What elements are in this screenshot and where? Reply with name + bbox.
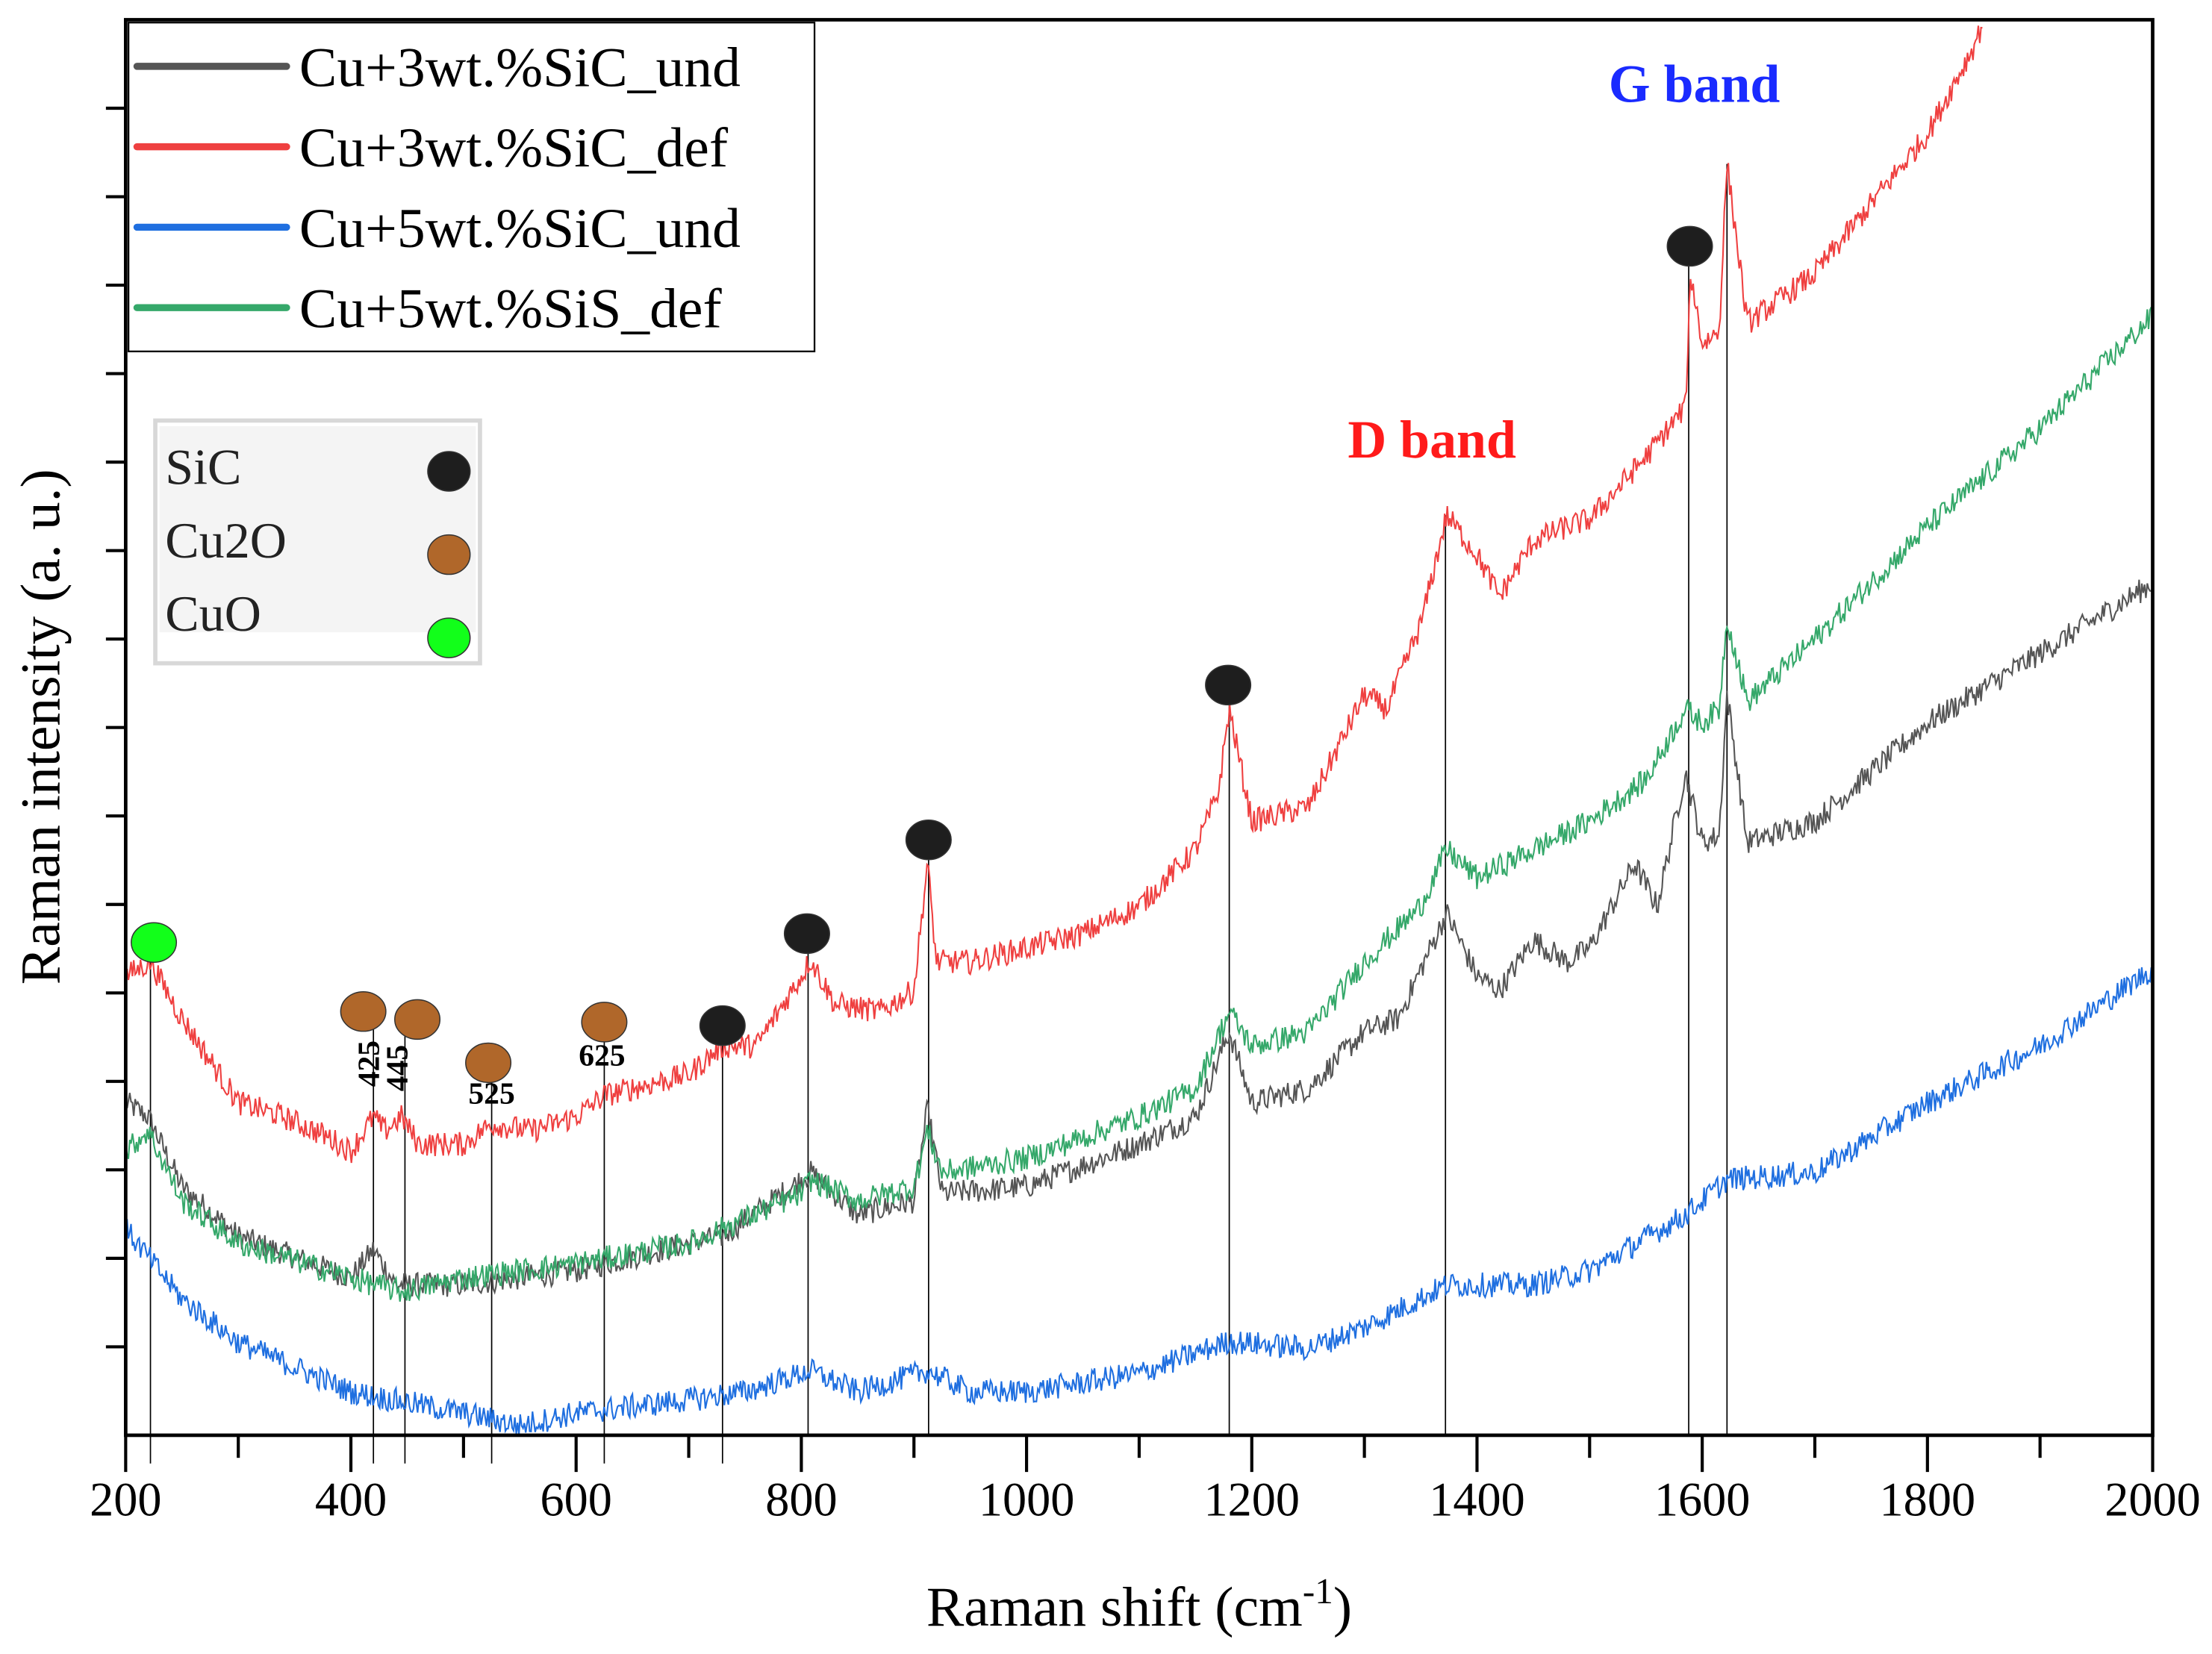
x-tick-label: 400 — [315, 1473, 387, 1526]
x-tick-label: 600 — [540, 1473, 612, 1526]
annotation-label: 525 — [468, 1076, 514, 1110]
axis-ticks — [105, 106, 2155, 1473]
phase-legend-label: CuO — [165, 585, 261, 642]
x-tick-label: 1800 — [1880, 1473, 1976, 1526]
series-lines — [125, 25, 2152, 1435]
legend-label: Cu+3wt.%SiC_def — [299, 117, 729, 179]
annotation-label: G band — [1609, 54, 1780, 114]
marker-cu2o — [340, 990, 387, 1032]
y-axis-title: Raman intensity (a. u.) — [10, 469, 72, 984]
annotation-label: 625 — [579, 1037, 625, 1072]
annotation-label: D band — [1348, 410, 1516, 469]
phase-legend-marker — [427, 451, 471, 492]
phase-markers — [131, 225, 1713, 1084]
x-tick-labels: 200 400 600 800 1000 1200 1400 1600 1800 2000 — [90, 1473, 2201, 1526]
x-axis-title: Raman shift (cm-1) — [926, 1570, 1352, 1638]
x-tick-label: 2000 — [2104, 1473, 2201, 1526]
marker-sic — [1666, 225, 1713, 267]
x-tick-label: 1600 — [1654, 1473, 1751, 1526]
marker-cu2o — [581, 1002, 628, 1043]
phase-legend: SiC Cu2O CuO — [153, 418, 482, 666]
legend-label: Cu+3wt.%SiC_und — [299, 37, 741, 99]
x-tick-label: 1200 — [1204, 1473, 1300, 1526]
series-line-Cu+5wt.%SiC_und — [125, 967, 2152, 1435]
marker-sic — [1205, 664, 1252, 706]
legend-label: Cu+5wt.%SiS_def — [299, 278, 723, 340]
phase-legend-marker — [427, 534, 471, 575]
marker-sic — [905, 820, 952, 861]
legend-label: Cu+5wt.%SiC_und — [299, 198, 741, 260]
annotation-label: 425 — [352, 1040, 386, 1087]
series-line-Cu+5wt.%SiS_def — [125, 307, 2152, 1302]
phase-legend-marker — [427, 617, 471, 658]
marker-cu2o — [394, 999, 441, 1040]
marker-cuo — [131, 922, 178, 963]
x-tick-label: 1000 — [979, 1473, 1075, 1526]
series-line-Cu+3wt.%SiC_def — [125, 25, 1983, 1164]
reference-lines — [149, 163, 1728, 1464]
phase-legend-label: SiC — [165, 439, 241, 496]
marker-sic — [699, 1005, 746, 1046]
marker-sic — [783, 913, 830, 955]
series-line-Cu+3wt.%SiC_und — [125, 579, 2152, 1297]
x-tick-label: 1400 — [1429, 1473, 1525, 1526]
x-tick-label: 200 — [90, 1473, 161, 1526]
annotation-label: 445 — [379, 1045, 414, 1091]
x-tick-label: 800 — [765, 1473, 837, 1526]
phase-legend-label: Cu2O — [165, 512, 287, 569]
marker-cu2o — [465, 1042, 512, 1084]
series-legend: Cu+3wt.%SiC_und Cu+3wt.%SiC_def Cu+5wt.%Si… — [127, 22, 816, 352]
